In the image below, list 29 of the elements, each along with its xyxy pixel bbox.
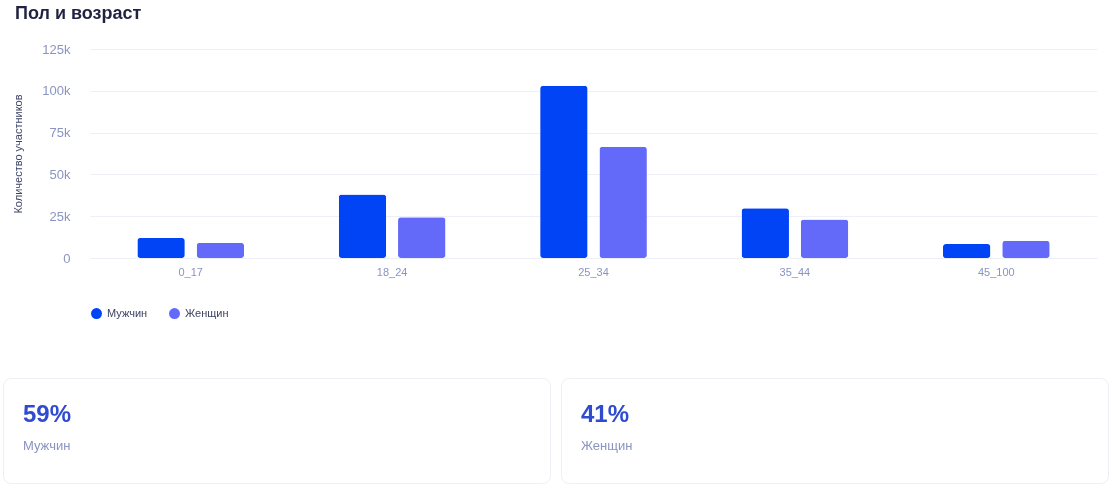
x-tick-label: 35_44	[779, 265, 811, 278]
text: Мужчин	[23, 438, 72, 453]
bar	[1002, 240, 1050, 258]
y-tick-label: 125k	[42, 41, 71, 57]
bar	[599, 146, 647, 258]
x-tick-label: 0_17	[178, 265, 203, 278]
x-tick-label: 45_100	[977, 265, 1015, 278]
chart-title: Пол и возраст	[15, 3, 142, 23]
bar	[942, 244, 991, 258]
bar	[800, 219, 849, 258]
bar	[540, 85, 588, 258]
bar	[338, 194, 387, 258]
bar	[741, 208, 789, 258]
y-tick-label: 100k	[42, 83, 71, 99]
bar	[196, 242, 245, 258]
y-tick-label: 25k	[49, 208, 71, 224]
text: 41%	[581, 399, 631, 429]
y-axis-title: Количество участников	[12, 94, 25, 214]
y-tick-label: 50k	[49, 166, 71, 182]
text: 59%	[23, 399, 73, 429]
legend-label: Женщин	[185, 306, 229, 319]
text: Женщин	[581, 438, 634, 453]
x-tick-label: 18_24	[376, 265, 408, 278]
y-tick-label: 75k	[49, 125, 71, 141]
bar	[137, 237, 185, 258]
x-tick-label: 25_34	[578, 265, 609, 278]
legend-label: Мужчин	[107, 306, 148, 319]
bar	[398, 217, 446, 258]
y-tick-label: 0	[63, 250, 71, 266]
